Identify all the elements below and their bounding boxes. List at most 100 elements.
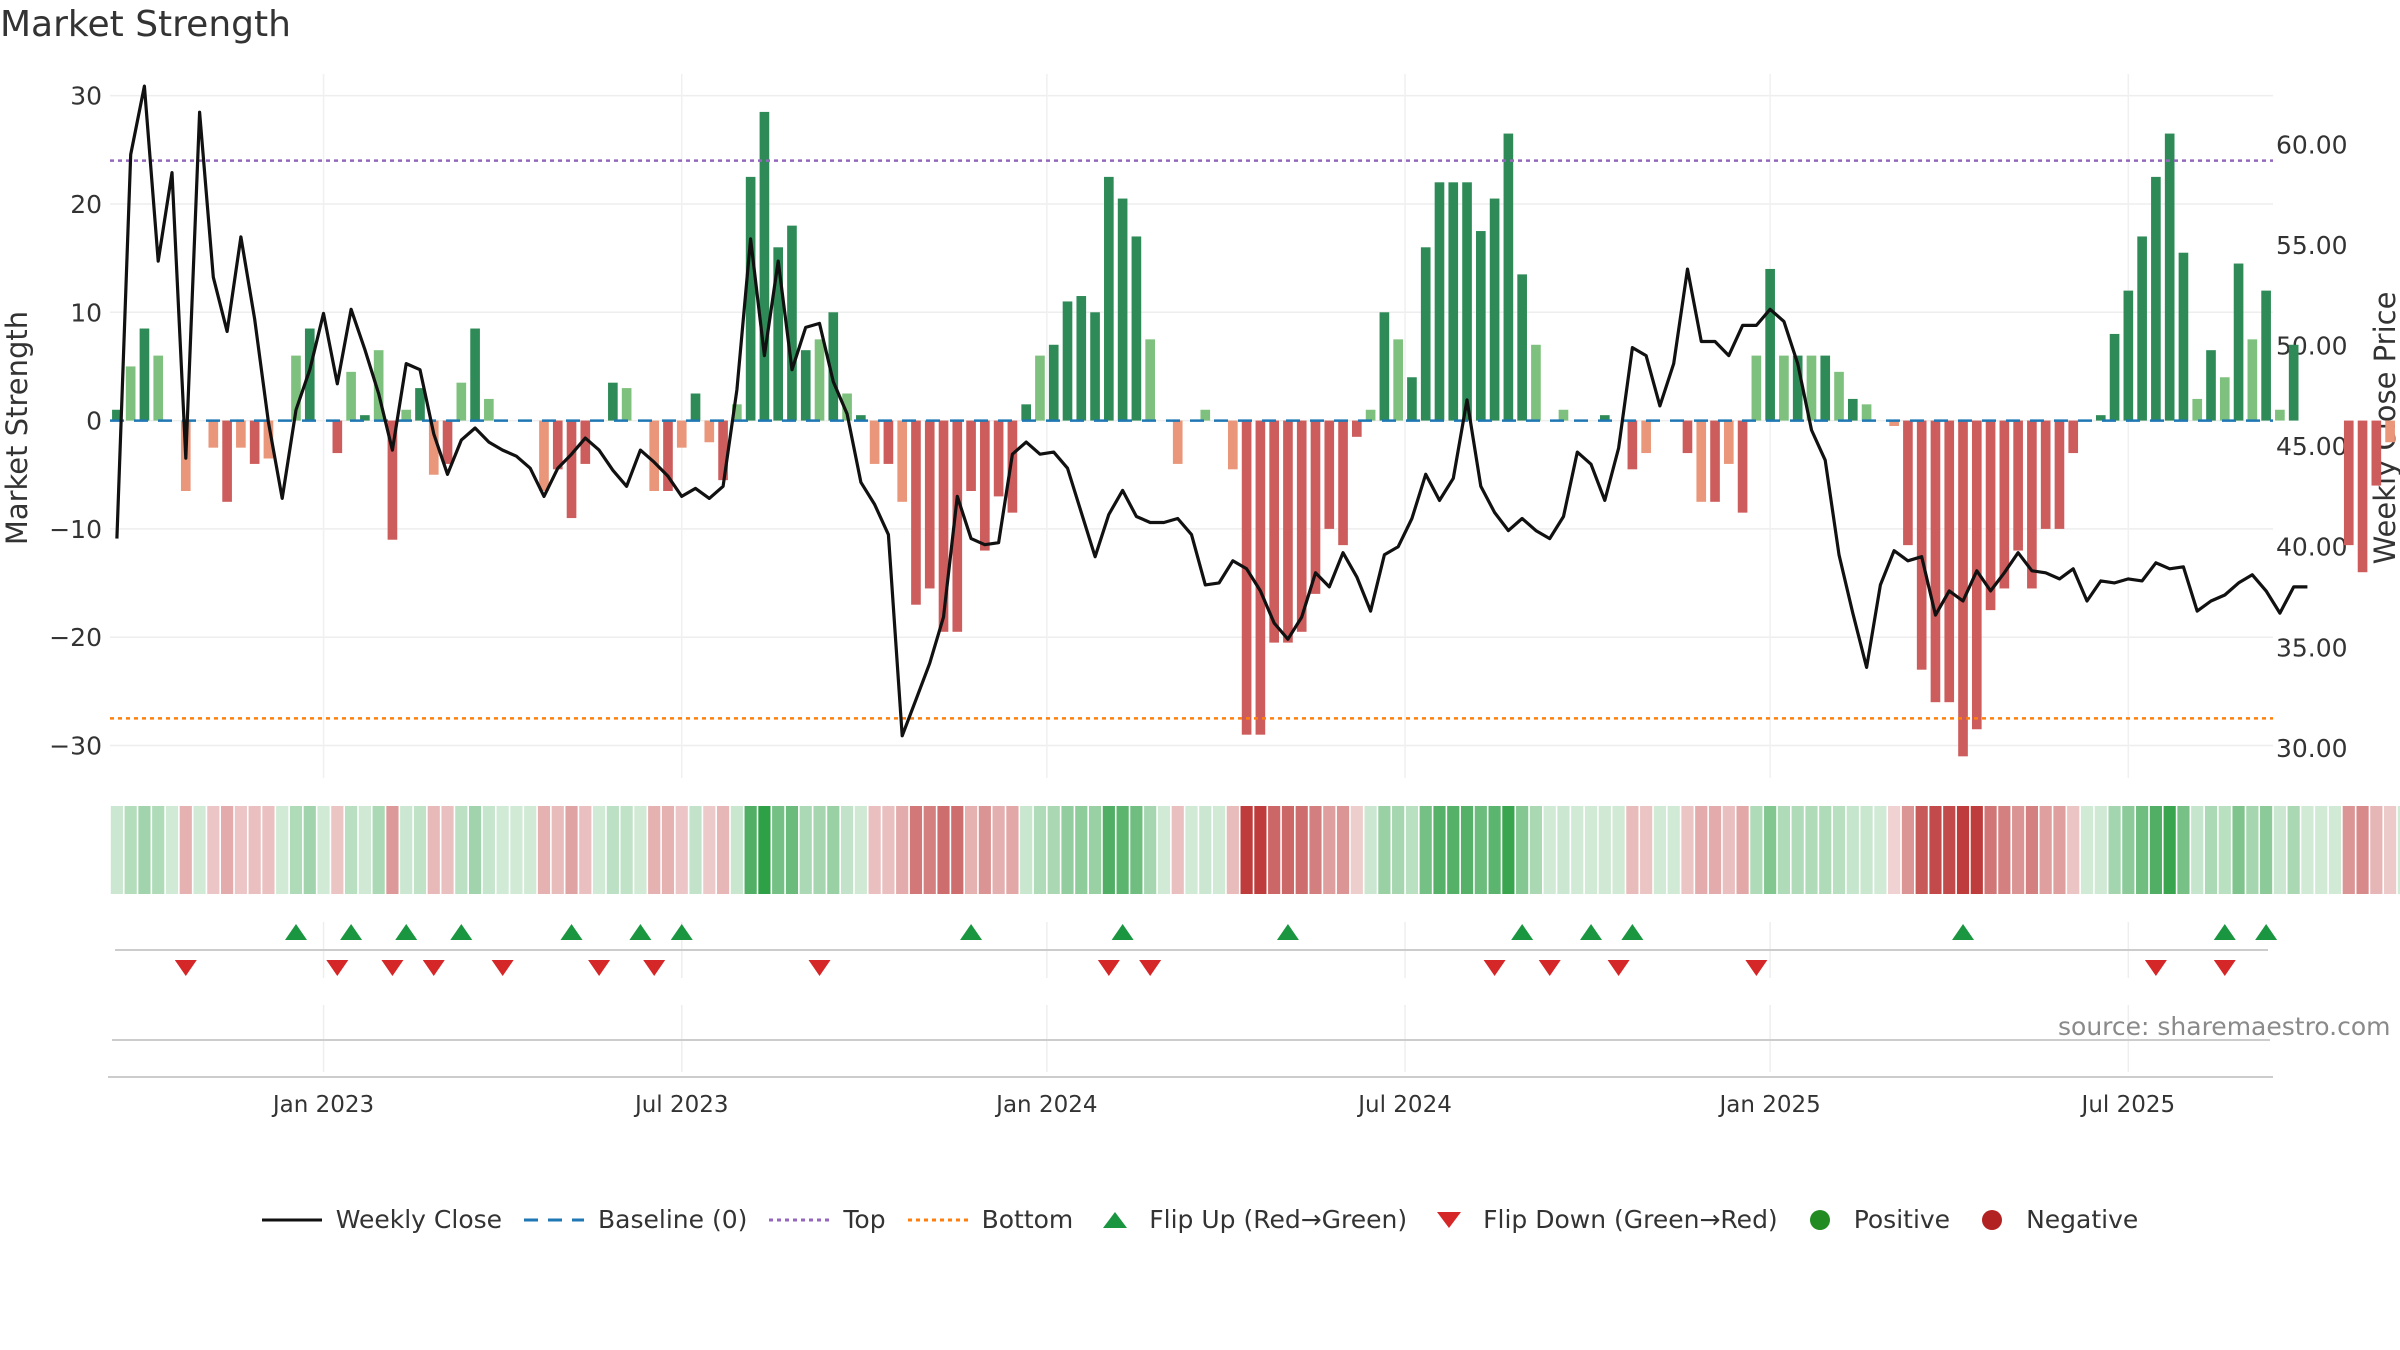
flip-up-marker <box>1276 924 1299 940</box>
heat-strip-cell <box>964 806 978 894</box>
strength-bar <box>139 328 150 421</box>
heat-strip-cell <box>1212 806 1226 894</box>
strength-bar <box>663 420 673 491</box>
strength-bar <box>732 404 742 421</box>
heat-strip-cell <box>1350 806 1363 894</box>
strength-bar <box>2151 176 2161 421</box>
heat-strip-cell <box>469 806 482 894</box>
strength-bar <box>1737 420 1748 513</box>
heat-strip-cell <box>2384 806 2397 894</box>
heat-strip-cell <box>331 806 344 894</box>
heat-strip-cell <box>1888 806 1901 894</box>
heat-strip-cell <box>1543 806 1556 894</box>
heat-strip-cell <box>1047 806 1060 894</box>
heat-strip-cell <box>785 806 799 894</box>
strength-bar <box>608 382 618 421</box>
strength-bar <box>566 420 577 519</box>
heat-strip-cell <box>1254 806 1267 894</box>
strength-bar <box>1806 355 1817 421</box>
strength-bar <box>828 312 839 421</box>
source-label: source: sharemaestro.com <box>2058 1012 2391 1041</box>
strength-bar <box>856 415 866 421</box>
strength-bar <box>1090 312 1100 421</box>
right-tick-label: 50.00 <box>2276 332 2348 361</box>
strength-bar <box>1048 344 1059 421</box>
strength-bar <box>1462 182 1472 421</box>
heat-strip-cell <box>2204 806 2218 894</box>
strength-bar <box>2095 415 2106 421</box>
strength-bar <box>787 225 797 421</box>
heat-strip-cell <box>234 806 247 894</box>
heat-strip-cell <box>289 806 303 894</box>
strength-bar <box>2178 252 2189 421</box>
heat-strip-cell <box>2136 806 2149 894</box>
strength-bar <box>1117 198 1128 421</box>
strength-bar <box>1269 420 1279 643</box>
strength-bar <box>2123 290 2134 421</box>
strength-bar <box>1324 420 1335 529</box>
heat-strip-cell <box>1915 806 1928 894</box>
strength-bar <box>814 339 825 421</box>
heat-strip-cell <box>1075 806 1088 894</box>
left-tick-label: 20 <box>70 190 102 219</box>
strength-bar <box>2164 133 2175 421</box>
heat-strip-cell <box>1088 806 1102 894</box>
dot-icon <box>1982 1209 2003 1230</box>
x-tick-label: Jul 2025 <box>2080 1092 2176 1118</box>
heat-strip-cell <box>813 806 826 894</box>
heat-strip-cell <box>1584 806 1598 894</box>
heat-strip-cell <box>1130 806 1143 894</box>
strength-bar <box>1035 355 1045 421</box>
right-tick-label: 40.00 <box>2276 533 2348 562</box>
strength-bar <box>2385 420 2395 443</box>
heat-strip-cell <box>1722 806 1735 894</box>
weekly-close-line <box>115 84 2308 738</box>
line-swatch-icon <box>261 1218 322 1221</box>
strength-bar <box>938 420 949 632</box>
heat-strip-cell <box>2260 806 2273 894</box>
heat-strip-cell <box>427 806 440 894</box>
heat-strip-cell <box>909 806 923 894</box>
heat-strip-cell <box>565 806 578 894</box>
strength-bar <box>1723 420 1734 464</box>
strength-bar <box>222 420 232 502</box>
x-tick-label: Jan 2023 <box>271 1092 374 1118</box>
strength-bar <box>1145 339 1155 421</box>
strength-bar <box>897 420 908 502</box>
strength-bar <box>1958 420 1968 757</box>
strength-bar <box>649 420 660 491</box>
left-tick-label: −10 <box>49 515 102 544</box>
strength-bar <box>153 355 164 421</box>
heat-strip-cell <box>716 806 730 894</box>
strength-bar <box>401 409 412 421</box>
dotted-line-swatch-icon <box>907 1218 968 1221</box>
strength-bar <box>552 420 563 470</box>
right-tick-label: 60.00 <box>2276 130 2348 159</box>
strength-bar <box>1062 301 1073 421</box>
strength-bar <box>1641 420 1651 454</box>
strength-bar <box>1104 176 1114 421</box>
heat-strip-cell <box>1571 806 1584 894</box>
heat-strip-cell <box>413 806 427 894</box>
heat-strip-cell <box>110 806 123 894</box>
heat-strip-cell <box>1736 806 1749 894</box>
heat-strip-cell <box>2273 806 2286 894</box>
strength-bar <box>1475 231 1486 421</box>
strength-bar <box>346 371 356 421</box>
heat-strip-cell <box>138 806 151 894</box>
heat-strip-cell <box>1144 806 1157 894</box>
flip-down-marker <box>2144 960 2167 976</box>
strength-bar <box>470 328 480 421</box>
heat-strip-cell <box>2342 806 2355 894</box>
strength-bar <box>2109 333 2120 421</box>
strength-bar <box>883 420 894 464</box>
dashed-line-swatch-icon <box>524 1218 585 1221</box>
heat-strip-cell <box>1392 806 1405 894</box>
strength-bar <box>869 420 880 464</box>
heat-strip-cell <box>606 806 619 894</box>
x-tick-label: Jan 2024 <box>994 1092 1097 1118</box>
strength-bar <box>1489 198 1500 421</box>
legend-top-label: Top <box>843 1205 886 1234</box>
heat-strip-cell <box>1033 806 1047 894</box>
